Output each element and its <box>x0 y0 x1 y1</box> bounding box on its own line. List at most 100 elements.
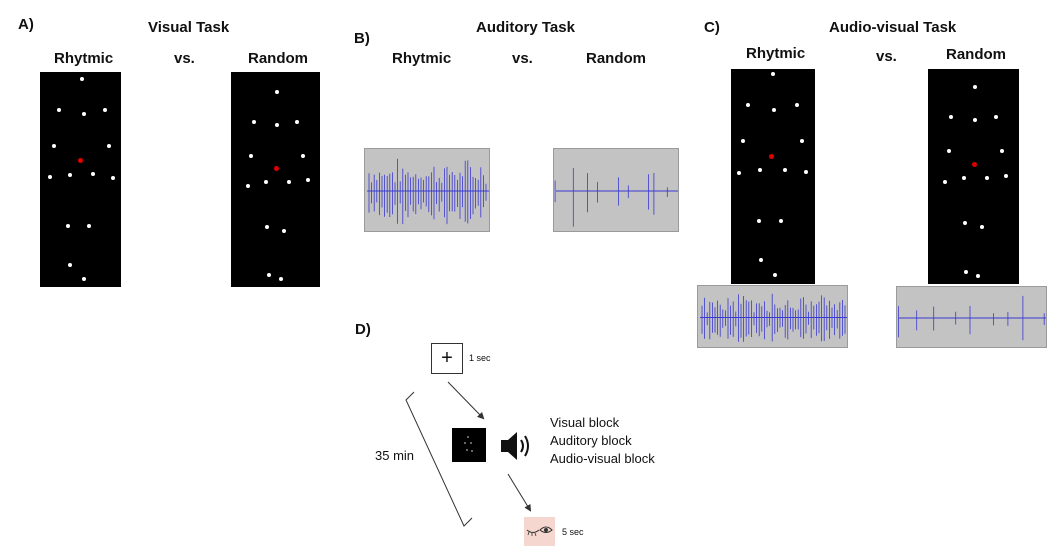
point-light-dot <box>301 154 305 158</box>
auditory-rhythmic-waveform <box>364 148 490 232</box>
point-light-dot <box>964 270 968 274</box>
point-light-dot <box>107 144 111 148</box>
fixation-dot <box>274 166 279 171</box>
panel-c-left-label: Rhytmic <box>746 45 806 62</box>
point-light-dot <box>980 225 984 229</box>
point-light-dot <box>737 171 741 175</box>
block-item-visual: Visual block <box>550 415 620 430</box>
point-light-dot <box>279 277 283 281</box>
point-light-dot <box>111 176 115 180</box>
visual-rhythmic-stimulus <box>40 72 121 287</box>
block-item-audiovisual: Audio-visual block <box>550 451 655 466</box>
point-light-dot <box>757 219 761 223</box>
panel-a-left-label: Rhytmic <box>54 50 114 67</box>
point-light-dot <box>57 108 61 112</box>
panel-a-right-label: Random <box>248 50 308 67</box>
point-light-dot <box>306 178 310 182</box>
closed-eye-icon <box>526 529 540 537</box>
panel-c-letter: C) <box>704 19 720 36</box>
point-light-dot <box>772 108 776 112</box>
panel-b-letter: B) <box>354 30 370 47</box>
fixation-duration: 1 sec <box>469 353 491 363</box>
block-stimulus-thumbnail <box>452 428 486 462</box>
point-light-dot <box>48 175 52 179</box>
arrow-to-stimulus <box>447 381 485 420</box>
point-light-dot <box>985 176 989 180</box>
point-light-dot <box>779 219 783 223</box>
point-light-dot <box>800 139 804 143</box>
point-light-dot <box>80 77 84 81</box>
point-light-dot <box>1004 174 1008 178</box>
open-eye-icon <box>539 526 553 533</box>
point-light-dot <box>949 115 953 119</box>
timeline-arrows <box>405 381 532 527</box>
audiovisual-random-stimulus <box>928 69 1019 284</box>
panel-b-vs: vs. <box>512 50 533 67</box>
point-light-dot <box>471 450 473 452</box>
point-light-dot <box>759 258 763 262</box>
visual-random-stimulus <box>231 72 320 287</box>
point-light-dot <box>1000 149 1004 153</box>
point-light-dot <box>275 90 279 94</box>
fixation-dot <box>769 154 774 159</box>
point-light-dot <box>746 103 750 107</box>
panel-c-vs: vs. <box>876 48 897 65</box>
fixation-dot <box>972 162 977 167</box>
point-light-dot <box>66 224 70 228</box>
point-light-dot <box>246 184 250 188</box>
audiovisual-rhythmic-waveform <box>697 285 848 348</box>
point-light-dot <box>773 273 777 277</box>
duration-bracket <box>405 391 473 527</box>
panel-b-right-label: Random <box>586 50 646 67</box>
point-light-dot <box>68 263 72 267</box>
fixation-cross-screen: + <box>431 343 463 374</box>
point-light-dot <box>466 449 468 451</box>
point-light-dot <box>470 442 472 444</box>
panel-a-vs: vs. <box>174 50 195 67</box>
point-light-dot <box>287 180 291 184</box>
point-light-dot <box>947 149 951 153</box>
auditory-random-waveform <box>553 148 679 232</box>
point-light-dot <box>82 112 86 116</box>
point-light-dot <box>962 176 966 180</box>
point-light-dot <box>265 225 269 229</box>
point-light-dot <box>52 144 56 148</box>
point-light-dot <box>82 277 86 281</box>
point-light-dot <box>943 180 947 184</box>
fixation-cross: + <box>441 347 453 369</box>
panel-a-letter: A) <box>18 16 34 33</box>
point-light-dot <box>973 85 977 89</box>
audiovisual-rhythmic-stimulus <box>731 69 815 284</box>
point-light-dot <box>741 139 745 143</box>
point-light-dot <box>467 436 469 438</box>
point-light-dot <box>264 180 268 184</box>
point-light-dot <box>758 168 762 172</box>
point-light-dot <box>103 108 107 112</box>
point-light-dot <box>783 168 787 172</box>
session-duration: 35 min <box>375 448 415 463</box>
arrow-to-rest <box>507 473 532 512</box>
point-light-dot <box>976 274 980 278</box>
point-light-dot <box>267 273 271 277</box>
panel-a-title: Visual Task <box>148 19 230 36</box>
point-light-dot <box>994 115 998 119</box>
block-list: Visual block Auditory block Audio-visual… <box>550 414 655 468</box>
point-light-dot <box>91 172 95 176</box>
panel-b-title: Auditory Task <box>476 19 575 36</box>
audiovisual-random-waveform <box>896 286 1047 348</box>
point-light-dot <box>973 118 977 122</box>
point-light-dot <box>252 120 256 124</box>
point-light-dot <box>795 103 799 107</box>
point-light-dot <box>804 170 808 174</box>
block-item-auditory: Auditory block <box>550 433 632 448</box>
point-light-dot <box>87 224 91 228</box>
panel-b-left-label: Rhytmic <box>392 50 452 67</box>
speaker-icon <box>501 432 529 460</box>
point-light-dot <box>282 229 286 233</box>
panel-d-letter: D) <box>355 321 371 338</box>
panel-c-title: Audio-visual Task <box>829 19 957 36</box>
panel-c-right-label: Random <box>946 46 1006 63</box>
point-light-dot <box>68 173 72 177</box>
point-light-dot <box>963 221 967 225</box>
point-light-dot <box>249 154 253 158</box>
